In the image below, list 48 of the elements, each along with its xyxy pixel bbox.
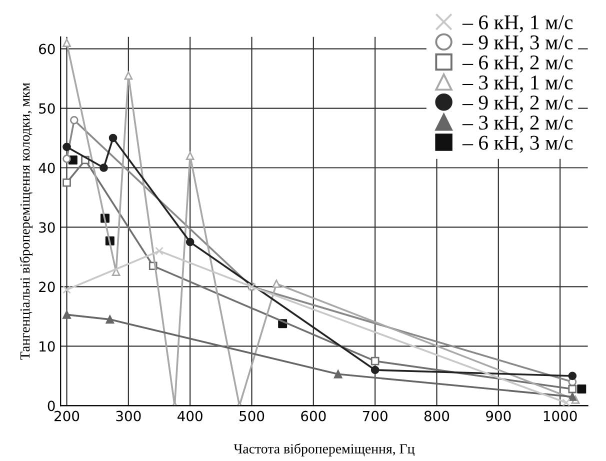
legend-label: – 9 кН, 3 м/с	[462, 35, 573, 52]
point	[106, 315, 114, 324]
y-axis-title: Тангенціальні вібропереміщення колодки, мкм	[20, 82, 33, 360]
point	[186, 238, 194, 246]
x-tick-label: 300	[116, 410, 141, 422]
y-tick-label: 60	[39, 44, 55, 54]
point	[100, 164, 108, 172]
legend-label: – 6 кН, 3 м/с	[462, 136, 573, 153]
legend-label: – 6 кН, 2 м/с	[462, 55, 573, 72]
point	[62, 286, 71, 294]
point	[334, 370, 342, 378]
point	[108, 134, 118, 142]
point	[370, 356, 380, 366]
y-tick-label: 30	[39, 222, 55, 233]
point	[70, 116, 78, 124]
point	[568, 392, 577, 401]
point	[562, 398, 570, 406]
x-tick-label: 900	[486, 410, 511, 422]
legend-label: – 9 кН, 2 м/с	[462, 96, 573, 113]
x-tick-label: 200	[54, 410, 80, 422]
point	[155, 246, 164, 256]
x-tick-label: 600	[301, 410, 326, 422]
point	[62, 38, 71, 47]
legend-label: – 3 кН, 2 м/с	[462, 116, 573, 133]
legend-label: – 6 кН, 1 м/с	[462, 15, 573, 32]
point	[568, 372, 577, 380]
y-tick-label: 10	[40, 341, 55, 352]
point	[370, 366, 380, 374]
point	[124, 71, 133, 80]
x-axis-title: Частота вібропереміщення, Гц	[234, 443, 414, 456]
x-tick-label: 400	[178, 410, 202, 422]
y-tick-label: 20	[39, 282, 55, 292]
y-tick-label: 50	[39, 103, 55, 114]
point	[577, 384, 586, 394]
point	[62, 154, 71, 163]
legend-label: – 3 кН, 1 м/с	[462, 76, 573, 93]
x-tick-label: 700	[362, 410, 388, 422]
x-tick-label: 500	[240, 410, 264, 422]
x-tick-label: 1000	[544, 410, 577, 422]
x-tick-label: 800	[424, 410, 450, 422]
point	[62, 310, 71, 319]
point	[272, 280, 281, 288]
point	[568, 384, 577, 394]
point	[62, 142, 71, 152]
point	[186, 152, 194, 160]
y-tick-label: 0	[48, 400, 55, 412]
y-tick-label: 40	[38, 162, 55, 174]
point	[62, 178, 71, 187]
